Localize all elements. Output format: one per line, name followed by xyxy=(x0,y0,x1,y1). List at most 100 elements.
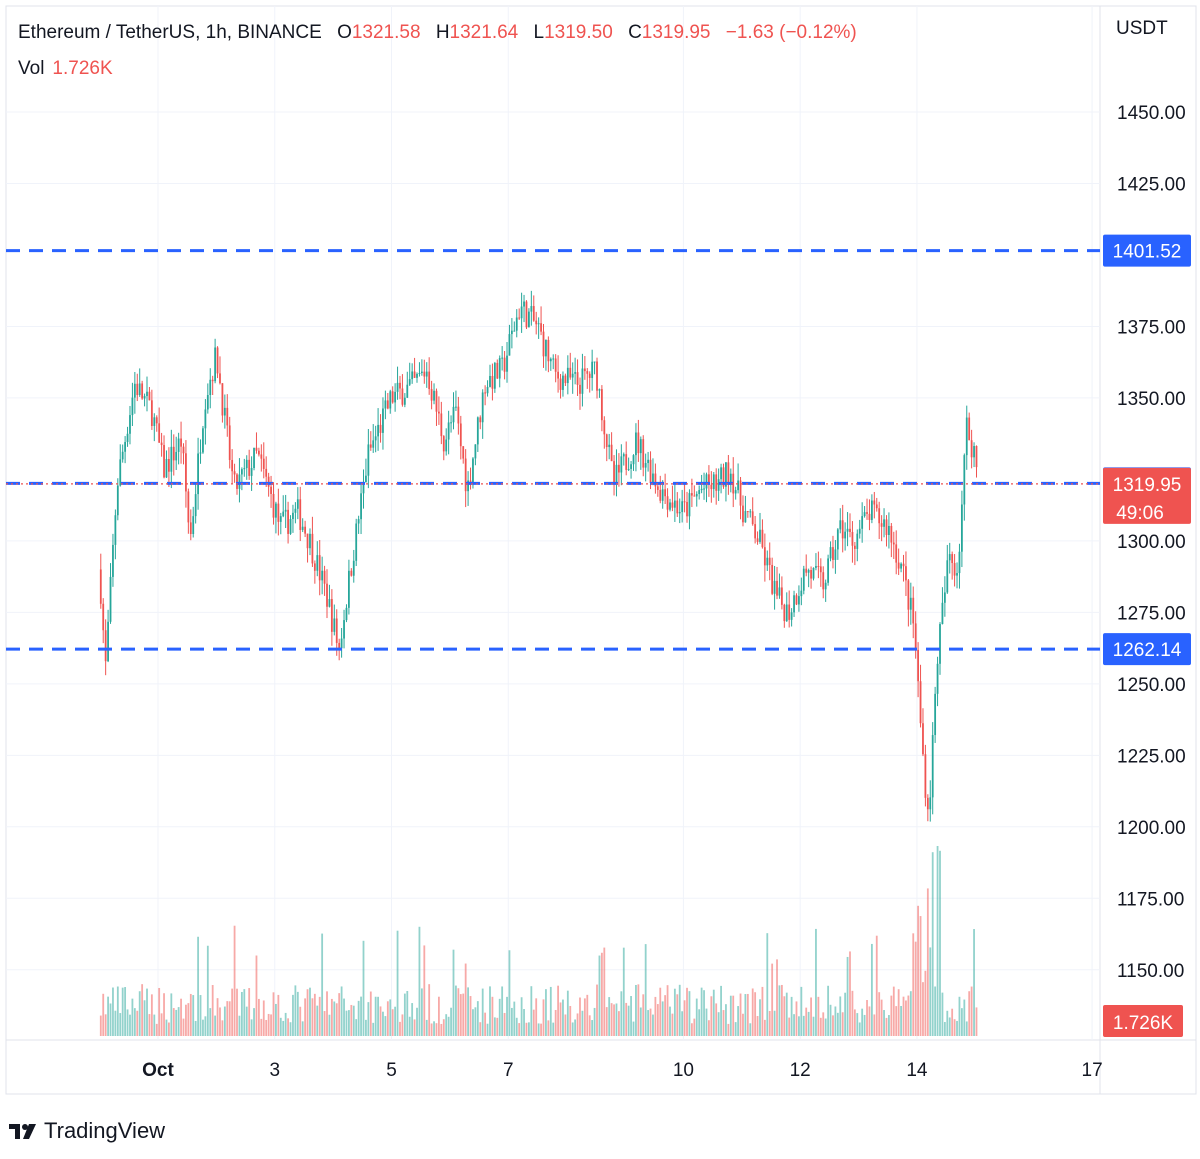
candle-body xyxy=(416,373,418,378)
volume-bar xyxy=(498,998,501,1036)
candle-body xyxy=(788,604,791,620)
symbol-title[interactable]: Ethereum / TetherUS, 1h, BINANCE xyxy=(18,22,322,43)
candle-body xyxy=(968,417,971,441)
candle-body xyxy=(294,508,297,513)
candle-body xyxy=(238,474,241,489)
volume-bar xyxy=(467,987,469,1036)
volume-bar xyxy=(924,970,927,1036)
volume-bar xyxy=(459,994,462,1036)
volume-bar xyxy=(778,985,781,1036)
candle-body xyxy=(491,375,494,389)
volume-bar xyxy=(749,1023,752,1036)
candle-body xyxy=(625,454,628,470)
candle-body xyxy=(180,438,182,447)
candle-body xyxy=(759,529,761,542)
volume-bar xyxy=(603,947,606,1036)
volume-bar xyxy=(510,1007,513,1036)
volume-bar xyxy=(525,1022,528,1036)
volume-bar xyxy=(849,951,851,1036)
candle-body xyxy=(226,407,229,426)
current-price-label: 1319.95 xyxy=(1113,475,1182,496)
candle-body xyxy=(766,557,769,566)
candle-body xyxy=(403,397,406,405)
level-tag xyxy=(1103,234,1191,267)
candle-body xyxy=(537,323,540,325)
candle-body xyxy=(391,391,394,403)
currency-label[interactable]: USDT xyxy=(1116,18,1168,39)
candle-body xyxy=(493,362,496,389)
volume-bar xyxy=(287,1018,289,1036)
volume-bar xyxy=(450,1007,452,1036)
candle-body xyxy=(116,485,119,516)
candle-body xyxy=(586,371,589,374)
volume-bar xyxy=(554,1009,557,1036)
time-axis[interactable]: Oct 3 5 7 10 12 14 17 xyxy=(142,1060,1102,1081)
candle-body xyxy=(861,516,864,529)
candle-body xyxy=(306,533,309,549)
candle-body xyxy=(445,439,448,452)
volume-bar xyxy=(798,1016,800,1036)
volume-bar xyxy=(885,1017,888,1036)
candle-body xyxy=(929,797,932,810)
volume-bar xyxy=(868,1006,871,1036)
candle-body xyxy=(856,533,859,549)
candlesticks xyxy=(99,290,978,822)
volume-bar xyxy=(941,992,944,1036)
candle-body xyxy=(150,400,153,426)
volume-bar xyxy=(892,986,895,1036)
volume-bar xyxy=(720,985,722,1036)
candle-body xyxy=(732,473,735,494)
candle-body xyxy=(119,459,122,486)
volume-bar xyxy=(330,998,333,1036)
volume-bar xyxy=(880,999,883,1036)
volume-bar xyxy=(197,936,199,1036)
date-tick-label: 12 xyxy=(790,1060,811,1081)
volume-bar xyxy=(936,846,939,1036)
volume-bar xyxy=(442,1019,445,1036)
candle-body xyxy=(703,488,705,490)
candle-body xyxy=(844,531,847,539)
volume-bar xyxy=(839,996,842,1036)
candle-body xyxy=(396,382,399,392)
candle-body xyxy=(131,397,134,416)
volume-bar xyxy=(975,1007,978,1036)
volume-legend: Vol 1.726K xyxy=(18,58,113,80)
volume-bar xyxy=(491,996,494,1036)
volume-bar xyxy=(783,996,786,1036)
candle-body xyxy=(211,379,214,382)
volume-bar xyxy=(493,1017,496,1036)
candle-body xyxy=(895,544,898,563)
candle-body xyxy=(343,620,345,639)
tradingview-logo[interactable]: TradingView xyxy=(8,1118,165,1144)
candle-body xyxy=(846,528,849,532)
candle-body xyxy=(345,607,348,621)
candle-body xyxy=(209,379,212,395)
volume-label[interactable]: Vol xyxy=(18,58,45,79)
candle-body xyxy=(489,375,491,387)
volume-bar xyxy=(284,1012,287,1036)
volume-bar xyxy=(501,986,504,1036)
candle-body xyxy=(810,570,812,579)
volume-bar xyxy=(669,1006,671,1036)
candle-body xyxy=(819,566,822,573)
candle-body xyxy=(746,511,749,513)
volume-bar xyxy=(403,993,406,1036)
price-axis[interactable]: 1450.00 1425.00 1375.00 1350.00 1300.00 1275.… xyxy=(1117,103,1186,982)
level-tag-label: 1262.14 xyxy=(1113,640,1182,661)
volume-bar xyxy=(824,1018,827,1036)
volume-bar xyxy=(956,1020,958,1036)
volume-bar xyxy=(710,996,713,1036)
candle-body xyxy=(715,474,718,491)
candle-body xyxy=(754,524,757,539)
candle-body xyxy=(401,388,404,405)
volume-bar xyxy=(109,1003,112,1036)
volume-bar xyxy=(856,1013,859,1036)
candle-body xyxy=(129,415,131,434)
tradingview-icon xyxy=(9,1124,36,1139)
volume-bar xyxy=(673,988,676,1036)
candle-body xyxy=(328,599,331,607)
candle-body xyxy=(258,450,260,455)
volume-bar xyxy=(922,982,924,1036)
